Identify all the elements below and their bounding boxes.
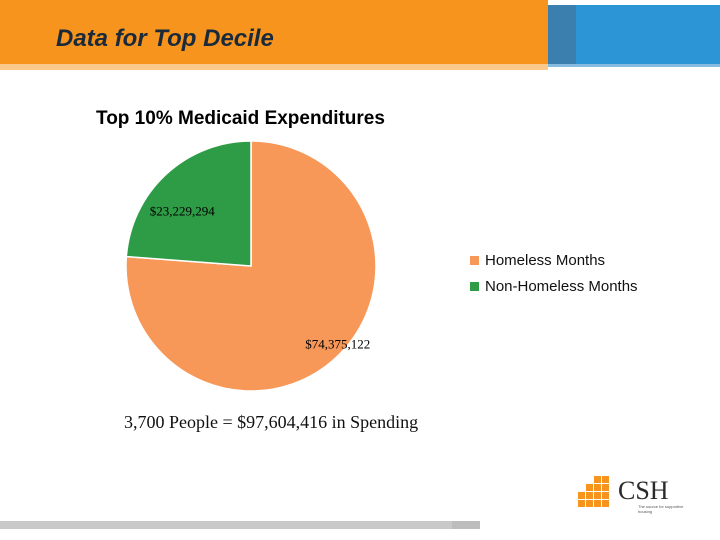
legend-swatch-non-homeless bbox=[470, 281, 479, 291]
chart-legend: Homeless Months Non-Homeless Months bbox=[470, 247, 638, 299]
chart-title: Top 10% Medicaid Expenditures bbox=[96, 108, 385, 129]
logo-text: CSH bbox=[618, 476, 669, 505]
header-bar bbox=[0, 0, 548, 64]
header-accent-right bbox=[576, 5, 720, 67]
logo-subtext: The source for supportive housing bbox=[638, 504, 684, 514]
logo-squares-icon bbox=[578, 476, 609, 507]
slide-title: Data for Top Decile bbox=[56, 25, 274, 52]
pie-slice-non-homeless bbox=[125, 140, 252, 267]
footer-bar bbox=[0, 521, 480, 529]
slice-label-homeless: $74,375,122 bbox=[305, 336, 370, 351]
header-accent bbox=[548, 5, 576, 67]
legend-label-non-homeless: Non-Homeless Months bbox=[485, 277, 638, 295]
csh-logo: CSH The source for supportive housing bbox=[576, 474, 686, 518]
pie-slice-homeless bbox=[125, 140, 377, 392]
header-stripe bbox=[0, 64, 548, 70]
spending-caption: 3,700 People = $97,604,416 in Spending bbox=[124, 412, 419, 432]
legend-swatch-homeless bbox=[470, 255, 479, 265]
legend-label-homeless: Homeless Months bbox=[485, 251, 606, 269]
footer-bar-end bbox=[452, 521, 480, 529]
slice-label-non-homeless: $23,229,294 bbox=[150, 204, 216, 219]
legend-item-non-homeless: Non-Homeless Months bbox=[470, 273, 638, 299]
legend-item-homeless: Homeless Months bbox=[470, 247, 638, 273]
header-accent-stripe bbox=[548, 64, 720, 67]
